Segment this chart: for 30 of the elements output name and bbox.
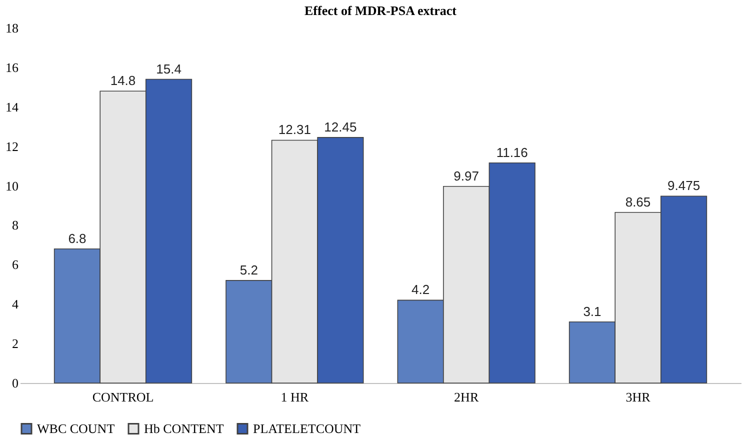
legend-label: WBC COUNT [37, 420, 115, 436]
y-tick-label: 8 [12, 218, 18, 233]
data-label: 8.65 [625, 194, 651, 210]
y-tick-label: 18 [6, 20, 18, 36]
x-tick-label: 2HR [454, 390, 479, 404]
y-tick-label: 12 [6, 138, 18, 154]
legend-label: Hb CONTENT [144, 420, 224, 436]
chart-title: Effect of MDR-PSA extract [304, 3, 458, 18]
data-label: 9.97 [454, 168, 479, 184]
y-tick-label: 10 [6, 178, 18, 194]
x-tick-label: CONTROL [92, 390, 154, 404]
y-tick-label: 2 [12, 336, 18, 352]
data-label: 3.1 [583, 304, 602, 319]
data-label: 11.16 [496, 144, 528, 160]
data-label: 6.8 [68, 230, 86, 246]
data-label: 5.2 [240, 262, 258, 278]
y-tick-label: 4 [12, 296, 19, 312]
x-tick-label: 3HR [626, 390, 651, 404]
x-tick-label: 1 HR [280, 390, 309, 404]
data-label: 15.4 [156, 61, 182, 76]
y-tick-label: 16 [6, 60, 19, 75]
y-tick-label: 14 [6, 99, 19, 114]
y-tick-label: 0 [12, 376, 18, 390]
y-tick-label: 6 [12, 257, 19, 272]
legend-label: PLATELETCOUNT [253, 420, 361, 436]
data-label: 12.45 [324, 119, 357, 134]
data-label: 12.31 [278, 122, 311, 138]
data-label: 4.2 [412, 282, 430, 298]
data-label: 9.475 [668, 178, 700, 194]
data-label: 14.8 [110, 73, 136, 88]
